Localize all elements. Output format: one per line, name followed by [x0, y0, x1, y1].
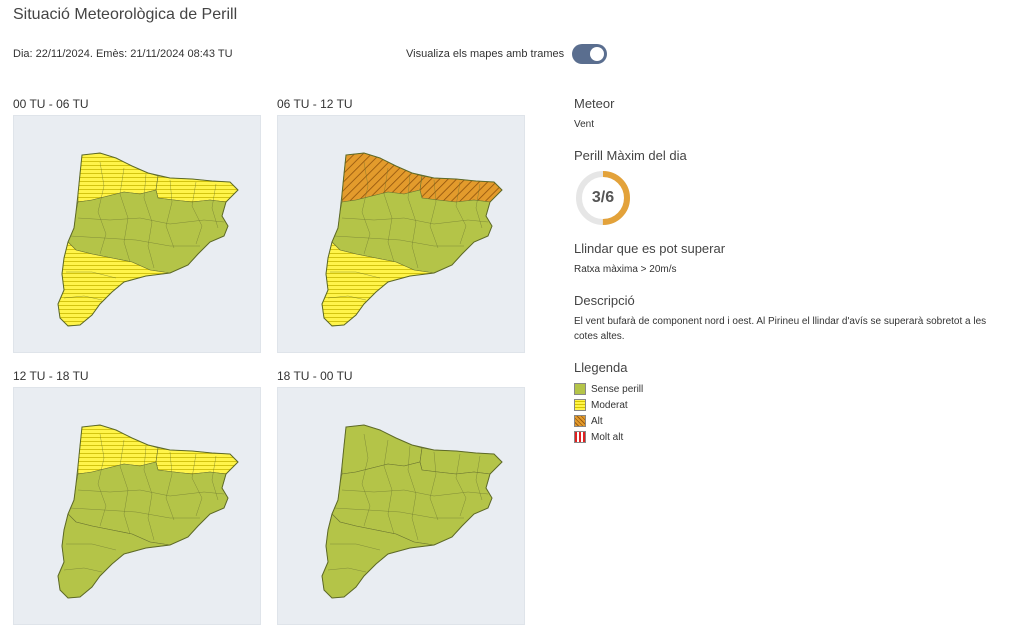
legend-label: Alt: [591, 415, 603, 427]
map-4[interactable]: [277, 387, 525, 625]
county-border: [361, 161, 371, 255]
county-border: [429, 451, 439, 521]
county-border: [69, 507, 200, 519]
gauge-arc: [576, 171, 630, 225]
county-border: [66, 543, 117, 551]
map-title-4: 18 TU - 00 TU: [277, 369, 353, 383]
county-border: [429, 179, 439, 249]
map-panel-4: 18 TU - 00 TU: [277, 369, 525, 625]
county-border: [330, 271, 381, 279]
swatch-molt-alt: [574, 431, 586, 443]
county-border: [341, 489, 489, 497]
meteor-heading: Meteor: [574, 96, 615, 111]
region-outline: [57, 152, 239, 327]
county-border: [383, 167, 395, 263]
legend-item-molt-alt: Molt alt: [574, 429, 1014, 445]
county-border: [327, 567, 367, 573]
threshold-heading: Llindar que es pot superar: [574, 241, 726, 256]
map-title-1: 00 TU - 06 TU: [13, 97, 89, 111]
county-border: [77, 489, 225, 497]
county-border: [455, 453, 467, 517]
pattern-toggle-label: Visualiza els mapes amb trames: [406, 48, 565, 60]
county-border: [327, 295, 367, 301]
county-border: [361, 433, 371, 527]
county-border: [333, 507, 464, 519]
map-title-2: 06 TU - 12 TU: [277, 97, 353, 111]
legend-item-moderat: Moderat: [574, 397, 1014, 413]
region-outline: [321, 152, 503, 327]
county-border: [407, 445, 419, 541]
county-border: [119, 167, 131, 263]
county-border: [66, 271, 117, 279]
swatch-moderat: [574, 399, 586, 411]
county-border: [77, 217, 225, 225]
county-border: [333, 235, 464, 247]
description-text: El vent bufarà de component nord i oest.…: [574, 316, 987, 342]
meteor-value: Vent: [574, 119, 595, 130]
region-outline: [321, 424, 503, 599]
county-border: [455, 181, 467, 245]
county-border: [119, 439, 131, 535]
map-panel-2: 06 TU - 12 TU: [277, 97, 525, 353]
county-border: [341, 217, 489, 225]
county-border: [191, 181, 203, 245]
max-danger-heading: Perill Màxim del dia: [574, 148, 687, 163]
county-border: [165, 179, 175, 249]
legend-label: Sense perill: [591, 383, 644, 395]
max-danger-value: 3/6: [591, 189, 615, 206]
description-heading: Descripció: [574, 293, 635, 308]
map-title-3: 12 TU - 18 TU: [13, 369, 89, 383]
county-border: [191, 453, 203, 517]
county-border: [407, 173, 419, 269]
region-outline: [57, 424, 239, 599]
county-border: [63, 295, 103, 301]
legend-item-alt: Alt: [574, 413, 1014, 429]
pattern-toggle-switch[interactable]: [572, 44, 608, 64]
info-panel: Meteor Vent Perill Màxim del dia 3/6 Lli…: [574, 96, 1014, 445]
county-border: [165, 451, 175, 521]
issue-date: Dia: 22/11/2024. Emès: 21/11/2024 08:43 …: [13, 48, 233, 60]
page-title: Situació Meteorològica de Perill: [13, 6, 238, 23]
threshold-value: Ratxa màxima > 20m/s: [574, 264, 677, 275]
legend-label: Molt alt: [591, 431, 624, 443]
map-1[interactable]: [13, 115, 261, 353]
county-border: [63, 567, 103, 573]
legend: Sense perill Moderat Alt Molt alt: [574, 381, 1014, 445]
pattern-toggle-row: Visualiza els mapes amb trames: [406, 44, 608, 64]
legend-heading: Llegenda: [574, 360, 628, 375]
max-danger-gauge: 3/6: [574, 169, 632, 227]
map-panel-1: 00 TU - 06 TU: [13, 97, 261, 353]
map-3[interactable]: [13, 387, 261, 625]
toggle-knob: [590, 47, 605, 61]
county-border: [330, 543, 381, 551]
map-2[interactable]: [277, 115, 525, 353]
county-border: [97, 161, 107, 255]
swatch-alt: [574, 415, 586, 427]
legend-item-sense-perill: Sense perill: [574, 381, 1014, 397]
county-border: [143, 173, 155, 269]
county-border: [143, 445, 155, 541]
swatch-sense-perill: [574, 383, 586, 395]
county-border: [97, 433, 107, 527]
legend-label: Moderat: [591, 399, 628, 411]
county-border: [383, 439, 395, 535]
map-panel-3: 12 TU - 18 TU: [13, 369, 261, 625]
county-border: [69, 235, 200, 247]
